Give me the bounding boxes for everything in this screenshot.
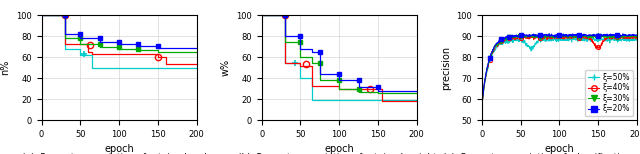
Title: (b)  Percentage variation of retained weights: (b) Percentage variation of retained wei…: [237, 153, 441, 154]
Title: (a)  Percentage variation of retained nodes: (a) Percentage variation of retained nod…: [22, 153, 216, 154]
Y-axis label: n%: n%: [1, 60, 11, 75]
X-axis label: epoch: epoch: [104, 144, 134, 154]
Legend: ξ=50%, ξ=40%, ξ=30%, ξ=20%: ξ=50%, ξ=40%, ξ=30%, ξ=20%: [585, 70, 633, 116]
X-axis label: epoch: epoch: [324, 144, 354, 154]
Y-axis label: w%: w%: [221, 59, 230, 76]
X-axis label: epoch: epoch: [545, 144, 574, 154]
Y-axis label: precision: precision: [441, 46, 451, 90]
Title: (c)  Percentage variation of  classification precision: (c) Percentage variation of classificati…: [444, 153, 640, 154]
